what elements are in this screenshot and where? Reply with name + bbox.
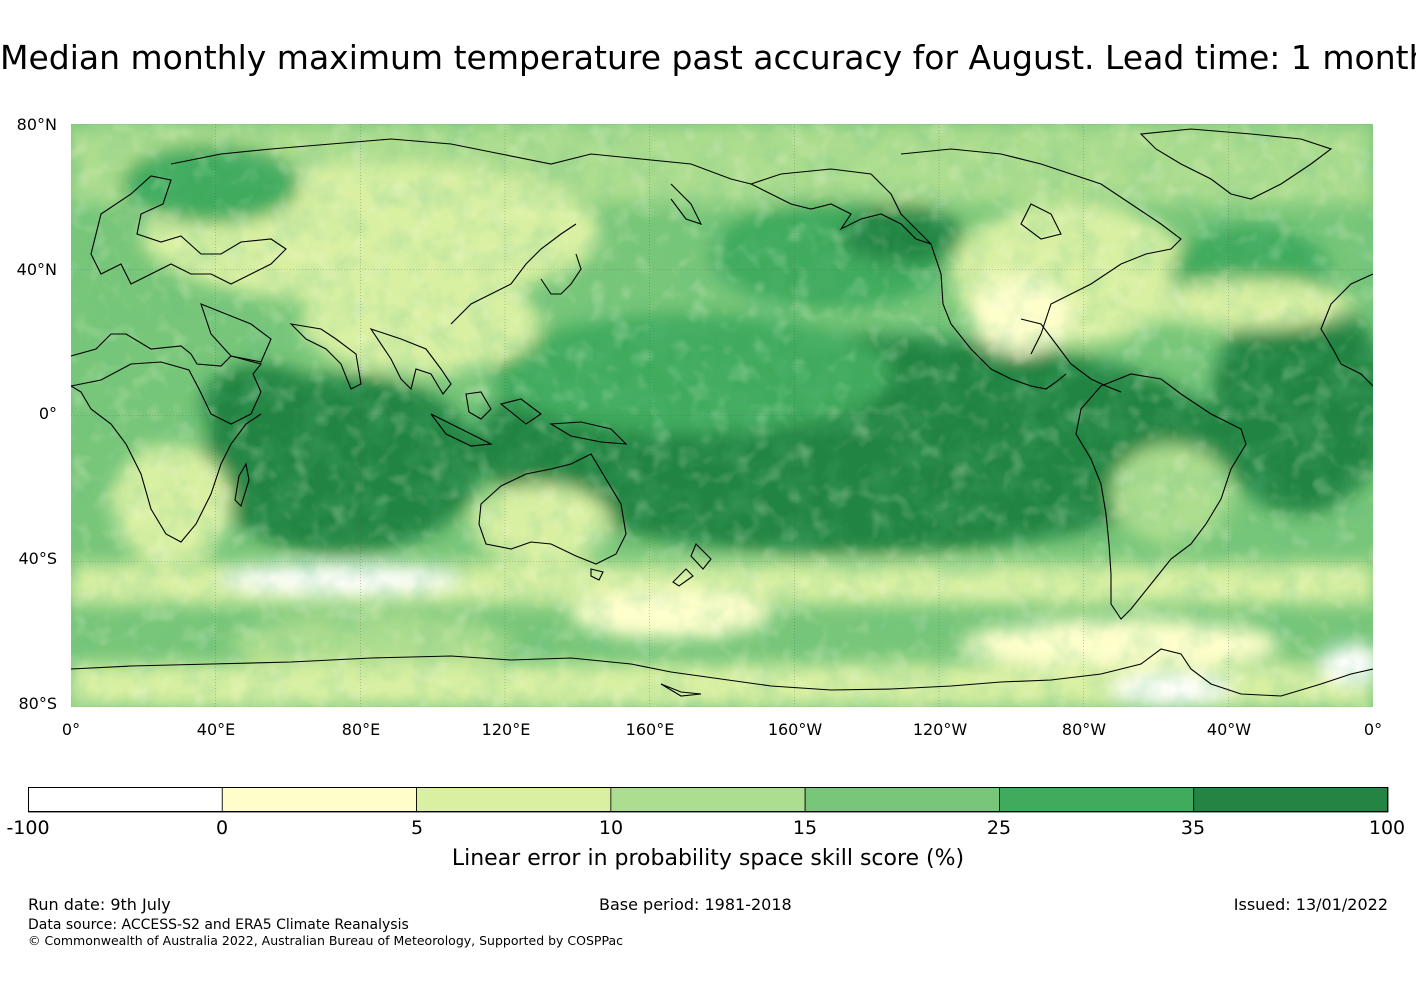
base-period: Base period: 1981-2018 — [599, 895, 792, 914]
colorbar-swatch — [804, 787, 1000, 813]
lon-label-160w: 160°W — [767, 720, 823, 739]
lat-label-equator: 0° — [38, 404, 57, 423]
colorbar-tick: 5 — [410, 817, 424, 839]
lon-label-0: 0° — [61, 720, 81, 739]
lon-label-80w: 80°W — [1061, 720, 1107, 739]
colorbar-swatch — [416, 787, 612, 813]
lon-label-160e: 160°E — [625, 720, 675, 739]
copyright-notice: © Commonwealth of Australia 2022, Austra… — [28, 933, 623, 948]
lon-label-40e: 40°E — [196, 720, 236, 739]
colorbar-swatch — [1193, 787, 1389, 813]
colorbar-tick: 100 — [1368, 817, 1406, 839]
lat-label-80n: 80°N — [16, 115, 57, 134]
colorbar-tick: 25 — [986, 817, 1012, 839]
colorbar-tick: 0 — [215, 817, 229, 839]
colorbar-swatch — [610, 787, 806, 813]
colorbar-tick: 35 — [1180, 817, 1206, 839]
run-date: Run date: 9th July — [28, 895, 171, 914]
lon-label-40w: 40°W — [1206, 720, 1252, 739]
lon-label-120w: 120°W — [912, 720, 968, 739]
colorbar-tick: 15 — [792, 817, 818, 839]
lon-label-120e: 120°E — [481, 720, 531, 739]
page-title: Median monthly maximum temperature past … — [0, 38, 1416, 77]
lat-label-80s: 80°S — [18, 694, 57, 713]
colorbar-tick: -100 — [6, 817, 50, 839]
colorbar-swatch — [999, 787, 1195, 813]
colorbar-swatch — [28, 787, 223, 813]
colorbar — [28, 787, 1389, 813]
lat-label-40n: 40°N — [16, 260, 57, 279]
lat-label-40s: 40°S — [18, 549, 57, 568]
colorbar-label: Linear error in probability space skill … — [451, 846, 965, 871]
coastlines — [71, 128, 1373, 697]
colorbar-swatch — [221, 787, 417, 813]
data-source: Data source: ACCESS-S2 and ERA5 Climate … — [28, 917, 409, 933]
colorbar-tick: 10 — [598, 817, 624, 839]
lon-label-0-right: 0° — [1363, 720, 1383, 739]
lon-label-80e: 80°E — [341, 720, 381, 739]
issued-date: Issued: 13/01/2022 — [1233, 895, 1388, 914]
graticule — [71, 124, 1373, 707]
skill-score-map — [71, 124, 1373, 707]
